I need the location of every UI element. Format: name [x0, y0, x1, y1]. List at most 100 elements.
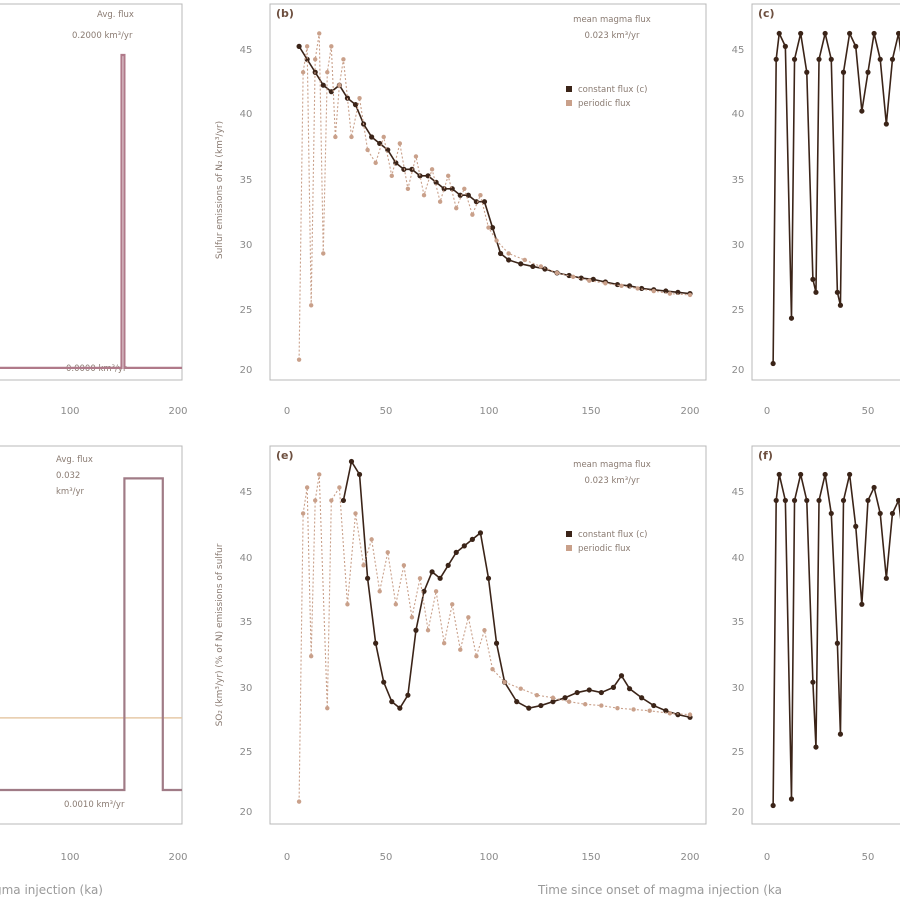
- center-top-data-point: [296, 43, 302, 49]
- center-top-data-point: [619, 283, 624, 289]
- center-bottom-data-point: [466, 615, 471, 620]
- center-bottom-data-point: [458, 647, 463, 652]
- center-top-legend-swatch: [566, 86, 572, 92]
- right-top-x-ticks: 0 50: [764, 406, 875, 417]
- center-top-data-point: [357, 95, 362, 101]
- center-bottom-data-point: [566, 699, 572, 704]
- center-bottom-series-line: [342, 459, 691, 719]
- center-bottom-data-point: [583, 702, 588, 707]
- right-bottom-data-point: [798, 471, 804, 478]
- right-bottom-data-point: [773, 497, 779, 504]
- center-bottom-data-point: [405, 692, 411, 698]
- center-top-data-point: [639, 285, 645, 292]
- center-bottom-legend-swatch: [566, 531, 572, 537]
- center-top-data-point: [675, 289, 681, 295]
- center-top-data-point: [373, 160, 378, 166]
- center-bottom-panel-label: (e): [276, 449, 294, 462]
- right-top-data-point: [798, 30, 804, 37]
- center-bottom-data-point: [493, 640, 500, 646]
- flux-top-frame: [0, 3, 183, 381]
- center-bottom-data-point: [598, 689, 604, 696]
- center-bottom-data-point: [667, 711, 673, 716]
- center-bottom-y-tick: 40: [240, 553, 253, 564]
- right-bottom-y-tick: 25: [732, 747, 745, 758]
- right-bottom-frame: [751, 445, 900, 825]
- center-bottom-legend-swatch: [566, 545, 572, 551]
- right-bottom-data-point: [883, 575, 889, 581]
- right-bottom-data-point: [810, 679, 816, 685]
- right-top-data-point: [782, 43, 788, 49]
- center-top-data-point: [590, 276, 596, 282]
- center-top-x-tick: 0: [284, 406, 290, 417]
- center-bottom-data-point: [365, 575, 371, 581]
- center-top-legend-entry: constant flux (c): [578, 85, 647, 95]
- center-top-data-point: [308, 303, 314, 308]
- flux-bottom-annotation-value: 0.032: [56, 471, 80, 481]
- center-bottom-data-point: [490, 667, 495, 672]
- center-top-legend-title: mean magma flux: [573, 15, 651, 25]
- right-top-data-point: [877, 56, 883, 62]
- center-bottom-data-point: [615, 705, 620, 711]
- center-bottom-data-point: [599, 703, 604, 708]
- center-top-y-tick: 20: [240, 365, 253, 376]
- center-bottom-data-point: [329, 498, 334, 503]
- center-bottom-data-point: [308, 654, 314, 659]
- center-top-data-point: [566, 272, 572, 279]
- right-top-y-tick: 30: [732, 240, 745, 251]
- right-top-frame: [751, 3, 900, 381]
- right-top-data-point: [865, 69, 871, 75]
- right-bottom-data-point: [788, 796, 795, 802]
- center-bottom-data-point: [526, 705, 532, 711]
- center-top-data-point: [365, 147, 370, 153]
- center-top-data-point: [389, 173, 394, 179]
- right-top-x-tick: 0: [764, 406, 770, 417]
- right-bottom-x-ticks: 0 50: [764, 852, 875, 863]
- flux-bottom-annotation: Avg. flux: [56, 455, 93, 465]
- right-bottom-data-point: [813, 744, 819, 750]
- center-top-legend-swatch: [566, 100, 572, 106]
- right-top-data-point: [883, 121, 889, 127]
- panel-flux-bottom: Avg. flux 0.032 km³/yr 0.0010 km³/yr 100…: [0, 445, 188, 863]
- center-bottom-data-point: [317, 472, 322, 477]
- center-top-data-point: [296, 357, 302, 362]
- right-top-data-point: [853, 43, 859, 49]
- center-top-data-point: [570, 274, 576, 279]
- center-top-data-point: [470, 212, 475, 217]
- panel-center-top: Sulfur emissions of N₂ (km³/yr) (b) mean…: [215, 3, 707, 417]
- center-bottom-data-point: [377, 589, 382, 594]
- center-top-series-line: [298, 33, 691, 360]
- center-bottom-data-point: [618, 673, 625, 679]
- center-bottom-y-tick: 35: [240, 617, 253, 628]
- center-top-data-point: [313, 57, 318, 62]
- center-bottom-data-point: [401, 563, 407, 568]
- right-top-data-point: [847, 30, 853, 37]
- center-top-y-label: Sulfur emissions of N₂ (km³/yr): [215, 121, 225, 259]
- flux-bottom-x-tick: 200: [168, 852, 187, 863]
- center-bottom-data-point: [651, 702, 657, 709]
- right-bottom-data-point: [828, 510, 834, 517]
- center-top-data-point: [506, 257, 512, 263]
- center-bottom-data-point: [461, 543, 467, 549]
- center-top-data-point: [300, 70, 306, 75]
- center-bottom-y-tick: 20: [240, 807, 253, 818]
- center-bottom-data-point: [325, 705, 330, 711]
- right-top-panel-label: (c): [758, 7, 775, 20]
- center-top-data-point: [554, 270, 560, 276]
- center-top-data-point: [454, 205, 459, 211]
- center-top-data-point: [478, 193, 483, 198]
- center-bottom-data-point: [518, 686, 523, 691]
- center-top-data-point: [481, 199, 488, 205]
- center-top-data-point: [437, 199, 443, 204]
- center-top-data-point: [409, 166, 415, 172]
- center-top-legend-title-value: 0.023 km³/yr: [584, 31, 640, 41]
- center-bottom-x-tick: 50: [380, 852, 393, 863]
- center-bottom-data-point: [409, 615, 415, 620]
- flux-bottom-marks: [0, 477, 182, 792]
- center-top-data-point: [429, 167, 435, 172]
- center-top-data-point: [369, 134, 375, 140]
- right-bottom-data-point: [895, 497, 900, 504]
- center-bottom-data-point: [356, 471, 363, 478]
- panel-right-bottom: (f) 20 25 30 35 40 45 0 50: [732, 445, 900, 863]
- center-bottom-y-tick: 45: [240, 487, 253, 498]
- right-bottom-data-point: [877, 510, 883, 517]
